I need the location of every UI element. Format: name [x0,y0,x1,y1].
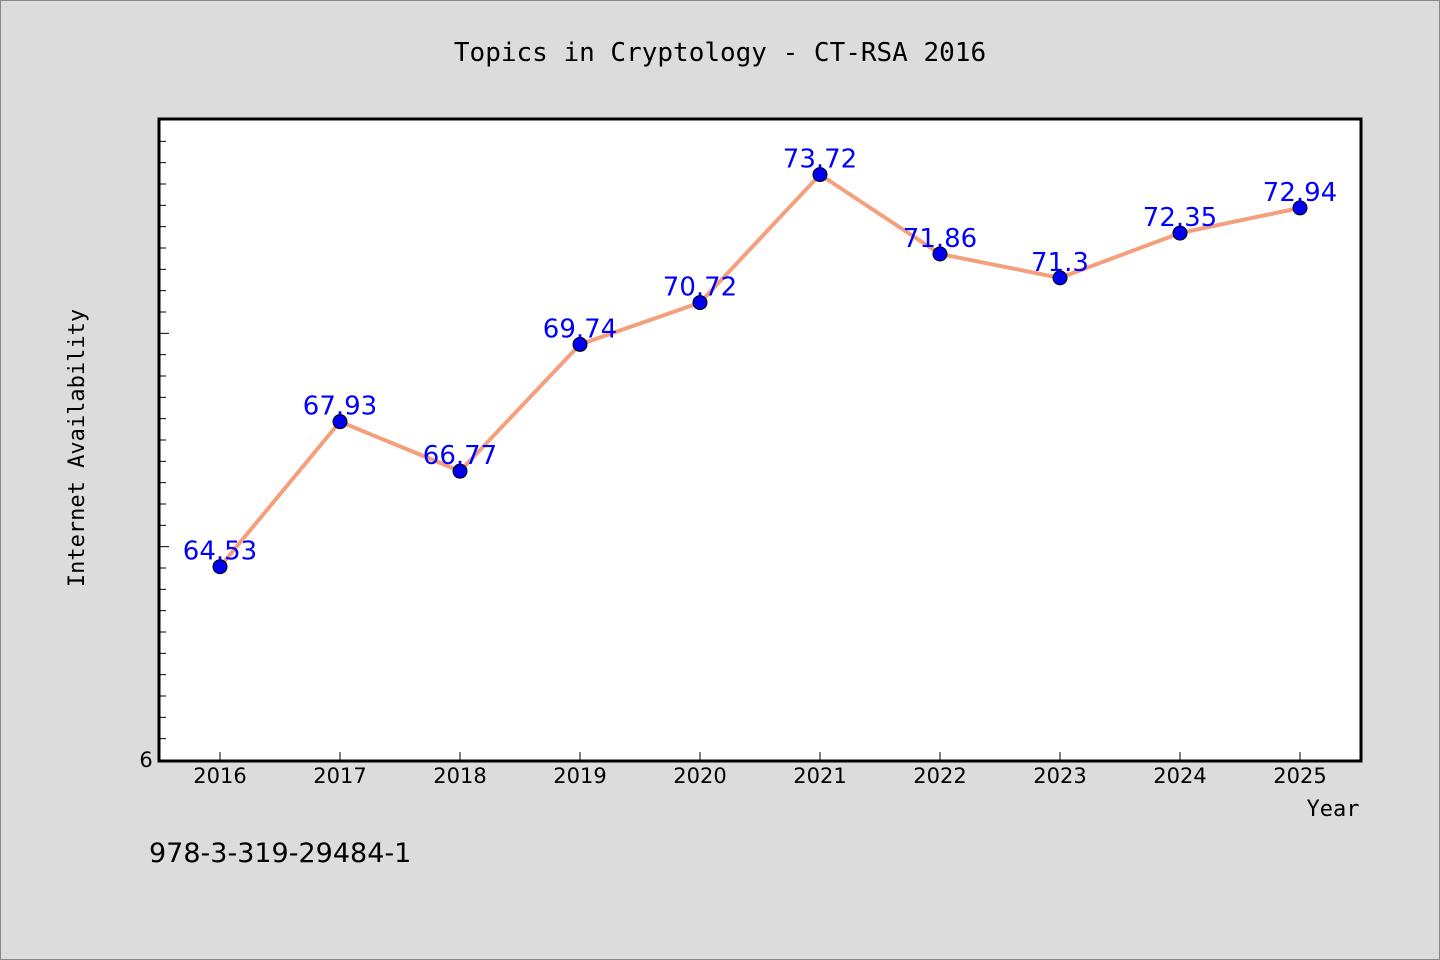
y-tick-label: 6 [139,748,152,772]
y-axis-label: Internet Availability [65,309,90,587]
data-point [1052,270,1068,286]
data-label: 71.86 [903,224,977,254]
x-tick-label: 2024 [1153,764,1206,788]
data-point [1292,200,1308,216]
data-label: 72.94 [1263,178,1337,208]
data-point [212,559,228,575]
x-tick-label: 2016 [193,764,246,788]
data-label: 67.93 [303,392,377,422]
data-label: 69.74 [543,314,617,344]
plot-area [157,117,1363,763]
data-label: 64.53 [183,537,257,567]
isbn-footer: 978-3-319-29484-1 [149,838,411,869]
data-label: 71.3 [1031,248,1089,278]
data-markers [212,167,1308,575]
data-point [932,246,948,262]
x-tick-label: 2020 [673,764,726,788]
chart-title: Topics in Cryptology - CT-RSA 2016 [454,38,986,68]
x-axis-ticks: 2016 2017 2018 2019 2020 2021 2022 2023 2024 2025 [193,752,1327,788]
data-label: 72.35 [1143,203,1217,233]
x-tick-label: 2018 [433,764,486,788]
x-tick-label: 2025 [1273,764,1326,788]
data-point [332,414,348,430]
data-point [692,295,708,311]
x-axis-label: Year [1307,797,1360,822]
data-label: 66.77 [423,441,497,471]
series-line [218,172,1301,568]
data-point [452,463,468,479]
data-label: 70.72 [663,273,737,303]
data-point [812,167,828,183]
data-labels: 64.53 67.93 66.77 69.74 70.72 73.72 71.86 71.3 7… [183,145,1337,567]
y-axis-ticks [160,140,169,740]
x-tick-label: 2017 [313,764,366,788]
x-tick-label: 2019 [553,764,606,788]
data-label: 73.72 [783,145,857,175]
data-point [1172,225,1188,241]
data-point [572,336,588,352]
x-tick-label: 2023 [1033,764,1086,788]
x-tick-label: 2021 [793,764,846,788]
x-tick-label: 2022 [913,764,966,788]
